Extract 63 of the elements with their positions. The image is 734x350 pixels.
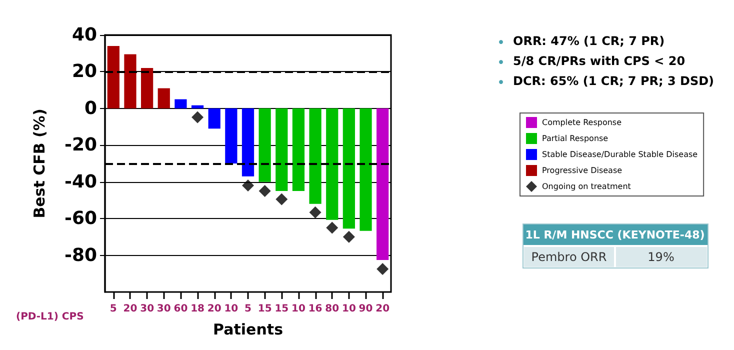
point — [326, 222, 338, 234]
text: DCR: 65% (1 CR; 7 PR; 3 DSD) — [513, 74, 714, 88]
x-tick-label: 18 — [190, 304, 205, 314]
x-tick-label: 10 — [224, 304, 238, 314]
x-tick-label: 20 — [376, 304, 390, 314]
legend-label: Ongoing on treatment — [542, 182, 631, 191]
bar — [276, 108, 288, 192]
bar — [225, 108, 238, 164]
x-tick-label: 5 — [244, 304, 252, 314]
text: Pembro ORR — [531, 250, 607, 264]
x-axis-title: Patients — [213, 320, 284, 338]
y-tick-label: 40 — [72, 24, 97, 46]
bar — [191, 105, 204, 108]
bar — [208, 108, 220, 129]
x-tick-label: 60 — [174, 304, 188, 314]
bar — [242, 108, 254, 176]
point — [192, 111, 204, 124]
bar — [309, 108, 322, 204]
bar — [342, 108, 355, 229]
legend-label: Complete Response — [542, 118, 622, 127]
text: 19% — [648, 250, 674, 264]
y-axis-title: Best CFB (%) — [30, 108, 48, 218]
x-tick-label: 16 — [308, 304, 322, 314]
x-tick-label: 5 — [110, 304, 117, 314]
y-tick-label: -20 — [64, 134, 97, 156]
bar — [158, 88, 170, 108]
y-tick-label: 20 — [72, 61, 97, 82]
bar — [174, 99, 187, 108]
text: 1L R/M HNSCC (KEYNOTE-48) — [525, 228, 705, 242]
legend-label: Stable Disease/Durable Stable Disease — [542, 150, 698, 159]
bar — [107, 46, 120, 108]
bar — [326, 108, 338, 220]
y-tick-label: -80 — [64, 244, 97, 266]
bar — [141, 68, 154, 108]
point — [376, 263, 389, 276]
x-tick-label: 30 — [156, 304, 171, 314]
x-tick-label: 80 — [325, 304, 340, 314]
x-tick-label: 20 — [207, 304, 222, 314]
x-tick-label: 20 — [123, 304, 138, 314]
y-tick-label: -60 — [64, 208, 97, 230]
text: (PD-L1) CPS — [16, 312, 84, 322]
x-tick-label: 30 — [140, 304, 154, 314]
point — [276, 193, 288, 206]
legend-label: Partial Response — [542, 134, 608, 143]
bar — [258, 108, 271, 182]
legend-label: Progressive Disease — [542, 166, 622, 175]
y-tick-label: -40 — [64, 171, 97, 192]
point — [258, 185, 271, 198]
text: 5/8 CR/PRs with CPS < 20 — [513, 54, 686, 68]
bar — [360, 108, 372, 231]
point — [342, 230, 355, 243]
x-tick-label: 15 — [258, 304, 272, 314]
bar — [124, 54, 136, 108]
bar — [292, 108, 305, 192]
x-tick-label: 10 — [292, 304, 306, 314]
y-tick-label: 0 — [84, 98, 97, 119]
x-tick-label: 10 — [342, 304, 356, 314]
point — [309, 206, 322, 218]
x-tick-label: 90 — [358, 304, 373, 314]
x-tick-label: 15 — [274, 304, 289, 314]
text: ORR: 47% (1 CR; 7 PR) — [513, 34, 665, 48]
bar — [376, 108, 389, 260]
point — [242, 180, 254, 192]
